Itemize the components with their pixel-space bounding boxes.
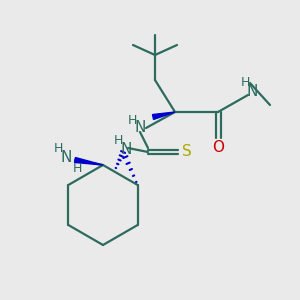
Polygon shape [75, 158, 103, 165]
Text: H: H [53, 142, 63, 154]
Text: O: O [212, 140, 224, 155]
Text: S: S [182, 145, 192, 160]
Polygon shape [152, 112, 175, 119]
Text: N: N [246, 83, 258, 98]
Text: H: H [127, 113, 137, 127]
Text: N: N [134, 121, 146, 136]
Text: H: H [240, 76, 250, 89]
Text: H: H [113, 134, 123, 146]
Text: H: H [72, 163, 82, 176]
Text: N: N [120, 142, 132, 157]
Text: N: N [60, 149, 72, 164]
